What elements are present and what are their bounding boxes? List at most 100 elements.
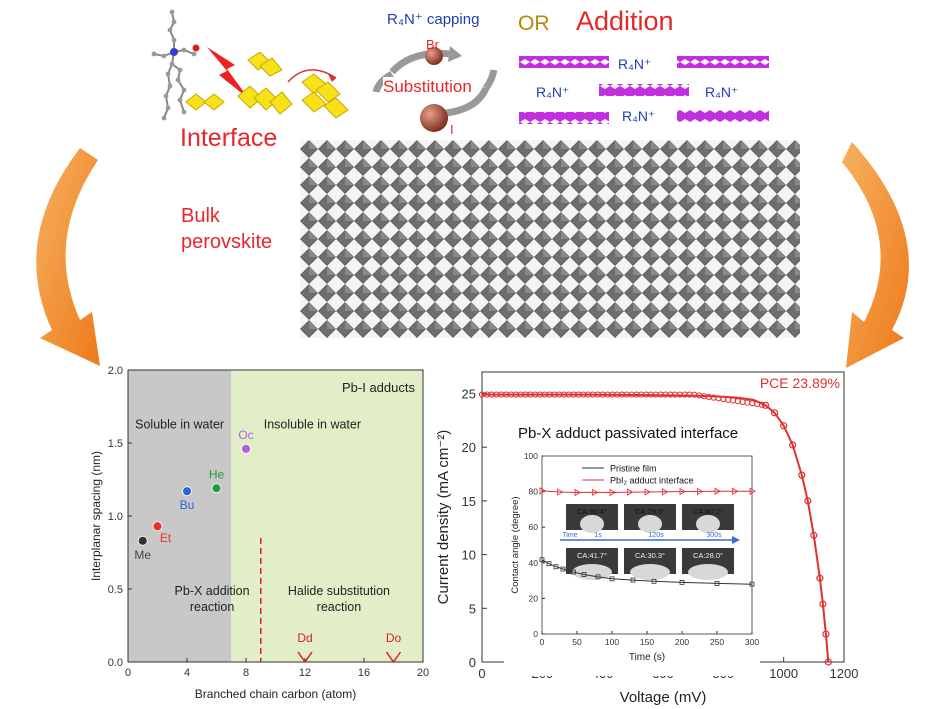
note-substitution: Halide substitution reaction — [288, 584, 390, 614]
pb-i-adducts-chart: 0 4 8 12 16 20 0.0 0.5 1.0 1.5 2.0 Branched chain c… — [89, 365, 429, 701]
time-label-3: 300s — [706, 532, 722, 539]
inset-point-adduct — [697, 487, 704, 496]
droplet-top-1 — [638, 515, 662, 533]
inset-x-axis-label: Time (s) — [629, 652, 665, 663]
br-label: Br — [426, 37, 439, 52]
point-label-he: He — [209, 467, 225, 481]
jv-point — [810, 531, 818, 539]
inset-series-line-1 — [541, 490, 752, 494]
legend-label-0: Pristine film — [610, 464, 657, 474]
jv-point — [780, 422, 788, 430]
pce-annotation: PCE 23.89% — [760, 375, 840, 391]
organic-chains — [519, 56, 769, 124]
photo-top-label-2: CA:80.2° — [693, 507, 723, 516]
inset-y-tick-label: 80 — [529, 487, 539, 497]
r4n-label-1: R₄N⁺ — [618, 56, 652, 72]
inset-point-pristine — [714, 581, 720, 586]
inset-x-tick-label: 50 — [572, 637, 582, 647]
inset-point-adduct — [592, 488, 599, 497]
droplet-bottom-1 — [630, 564, 670, 580]
yellow-octahedra — [185, 52, 349, 119]
inset-point-adduct — [539, 487, 546, 495]
inset-point-pristine — [609, 576, 615, 582]
i-atom — [420, 104, 448, 132]
note-substitution-line2: reaction — [317, 600, 362, 614]
jv-curve-chart: 0200400600800100012000510152025Voltage (… — [435, 371, 859, 706]
marker-dd — [297, 651, 313, 664]
y-tick-label: 0.5 — [108, 584, 123, 596]
inset-x-tick-label: 200 — [675, 637, 689, 647]
r4n-label-2: R₄N⁺ — [536, 84, 570, 100]
inset-y-axis-label: Contact angle (degree) — [510, 496, 521, 593]
y-tick-label: 0 — [469, 655, 476, 670]
inset-point-adduct — [679, 487, 686, 496]
inset-point-adduct — [714, 487, 721, 495]
inset-point-pristine — [679, 579, 685, 585]
y-axis-label: Current density (mA cm⁻²) — [435, 430, 452, 605]
inset-frame — [541, 455, 753, 635]
y-tick-label: 1.5 — [108, 438, 123, 450]
data-point-he — [211, 483, 222, 494]
data-point-me — [137, 535, 148, 546]
y-tick-label: 20 — [462, 440, 476, 455]
note-addition-line1: Pb-X addition — [175, 584, 250, 598]
substitution-cycle — [372, 46, 498, 132]
left-curved-arrow — [36, 148, 100, 366]
jv-point — [761, 401, 770, 409]
time-label-1: 1s — [594, 532, 602, 539]
note-addition-line2: reaction — [190, 600, 235, 614]
note-substitution-line1: Halide substitution — [288, 584, 390, 598]
y-tick-label: 1.0 — [108, 511, 123, 523]
bulk-label: Bulk — [181, 205, 220, 227]
inset-x-tick-label: 300 — [745, 637, 759, 647]
inset-point-pristine — [539, 557, 545, 563]
point-label-oc: Oc — [238, 428, 253, 442]
time-label-2: 120s — [648, 532, 664, 539]
substitution-label: Substitution — [383, 77, 472, 97]
y-tick-label: 5 — [469, 601, 476, 616]
inset-x-tick-label: 0 — [540, 637, 545, 647]
y-tick-label: 0.0 — [108, 657, 123, 669]
jv-point — [804, 497, 812, 505]
inset-point-pristine — [546, 561, 552, 567]
x-axis-label: Branched chain carbon (atom) — [195, 687, 356, 701]
time-label-0: Time — [562, 532, 577, 539]
photo-bottom-label-1: CA:30.3° — [635, 551, 665, 560]
inset-y-tick-label: 100 — [524, 451, 538, 461]
y-tick-label: 2.0 — [108, 365, 123, 377]
i-label: I — [450, 122, 454, 137]
inset-series-line-0 — [541, 559, 753, 585]
y-tick-label: 25 — [462, 386, 476, 401]
x-tick-label: 16 — [358, 667, 370, 679]
inset-point-adduct — [574, 488, 581, 497]
inset-point-adduct — [662, 488, 669, 496]
jv-point — [789, 441, 797, 449]
y-axis-label: Interplanar spacing (nm) — [89, 451, 103, 581]
r4n-label-3: R₄N⁺ — [705, 84, 739, 100]
region-label-soluble: Soluble in water — [135, 417, 224, 431]
inset-point-adduct — [644, 488, 651, 496]
inset-point-pristine — [595, 574, 601, 580]
marker-label-do: Do — [386, 631, 402, 645]
time-arrow-head — [732, 536, 740, 544]
x-tick-label: 1200 — [830, 666, 859, 681]
x-tick-label: 12 — [299, 667, 311, 679]
region-1 — [231, 370, 423, 662]
legend-label-1: PbI₂ adduct interface — [610, 476, 694, 486]
data-point-et — [152, 521, 163, 532]
inset-point-pristine — [630, 577, 636, 583]
jv-point — [819, 600, 827, 608]
inset-y-tick-label: 0 — [533, 629, 538, 639]
x-tick-label: 8 — [243, 667, 249, 679]
x-axis-label: Voltage (mV) — [620, 689, 707, 706]
or-label: OR — [518, 12, 550, 35]
point-label-me: Me — [134, 548, 151, 562]
br-atom — [425, 47, 443, 65]
inset-x-tick-label: 150 — [640, 637, 654, 647]
right-curved-arrow — [842, 142, 909, 368]
jv-point — [771, 409, 779, 417]
perovskite-label: perovskite — [181, 231, 273, 253]
x-tick-label: 0 — [478, 666, 485, 681]
inset-y-tick-label: 20 — [529, 593, 539, 603]
addition-label: Addition — [576, 6, 674, 36]
